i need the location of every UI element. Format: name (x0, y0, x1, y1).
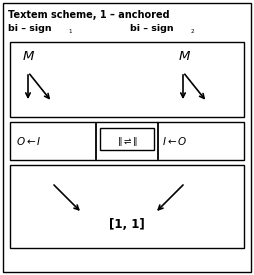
Text: $\|\rightleftharpoons\|$: $\|\rightleftharpoons\|$ (117, 134, 137, 147)
Text: $O\leftarrow I$: $O\leftarrow I$ (16, 135, 42, 147)
Text: $_2$: $_2$ (190, 27, 195, 36)
Text: $I\leftarrow O$: $I\leftarrow O$ (162, 135, 187, 147)
Bar (10, 42, 244, 117)
Text: [1, 1]: [1, 1] (109, 218, 145, 231)
Bar (10, 165, 244, 248)
Bar (10, 122, 244, 160)
Text: $\mathit{M}$: $\mathit{M}$ (22, 50, 35, 63)
Text: $\mathit{M}$: $\mathit{M}$ (178, 50, 191, 63)
Text: Textem scheme, 1 – anchored: Textem scheme, 1 – anchored (8, 10, 170, 20)
Text: $_1$: $_1$ (68, 27, 73, 36)
Text: bi – sign: bi – sign (8, 24, 52, 33)
Text: bi – sign: bi – sign (130, 24, 174, 33)
Bar (100, 128, 154, 150)
